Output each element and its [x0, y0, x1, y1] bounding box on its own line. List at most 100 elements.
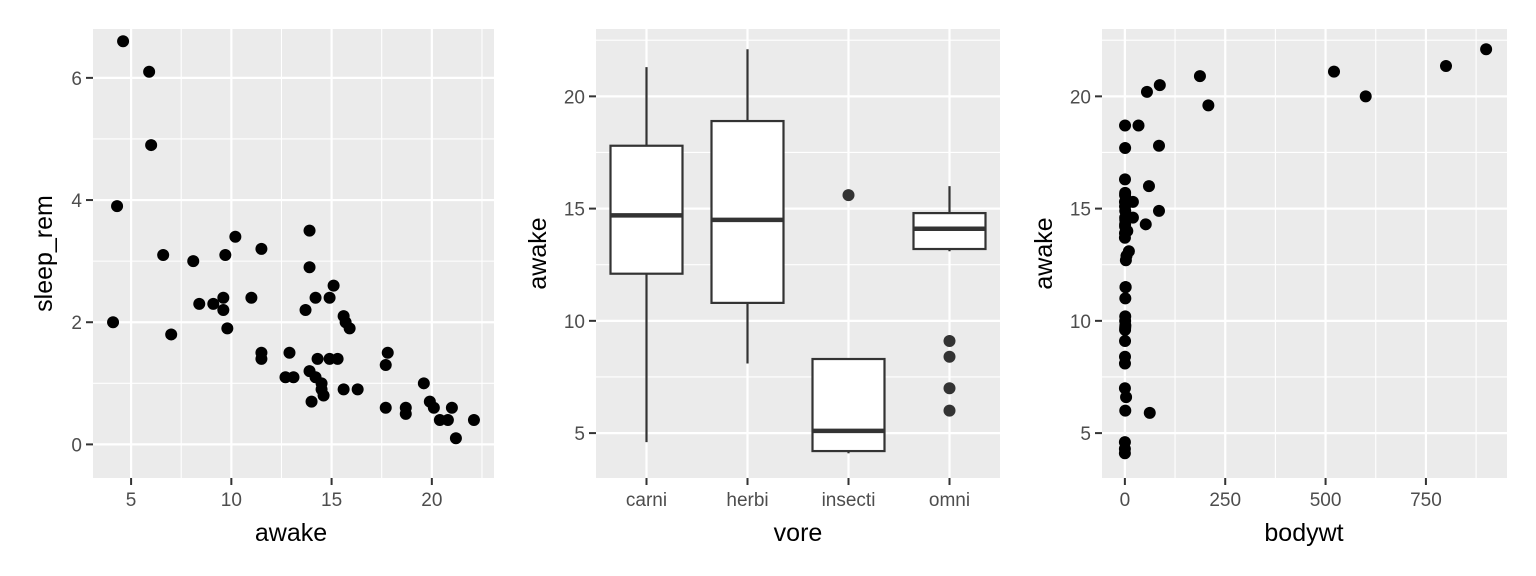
box-iqr: [710, 119, 785, 304]
y-axis-title: awake: [1030, 217, 1058, 289]
x-axis-title: vore: [774, 519, 823, 547]
data-point: [111, 200, 124, 213]
data-point: [445, 401, 458, 414]
data-point: [187, 255, 200, 268]
y-axis-title: awake: [524, 217, 552, 289]
data-point: [255, 242, 268, 255]
scatter-panel-bodywt-awake: 5 10 15 20 0 250 500 750 bodywt awake: [1030, 29, 1507, 547]
x-tick-label: insecti: [822, 490, 876, 511]
boxplot-panel-vore-awake: 5 10 15 20 carni herbi insecti omni vore awake: [524, 29, 1000, 547]
x-tick-label: 250: [1209, 490, 1241, 511]
data-point: [255, 352, 268, 365]
data-point: [1119, 119, 1132, 132]
data-point: [1193, 70, 1206, 83]
data-point: [303, 224, 316, 237]
y-tick-label: 4: [71, 191, 82, 212]
outlier-point: [943, 335, 956, 348]
x-tick-label: omni: [929, 490, 970, 511]
data-point: [207, 297, 220, 310]
x-tick-label: 750: [1410, 490, 1442, 511]
y-tick-label: 5: [574, 424, 585, 445]
data-point: [303, 261, 316, 274]
data-point: [351, 383, 364, 396]
data-point: [1143, 406, 1156, 419]
data-point: [305, 395, 318, 408]
x-axis-title: bodywt: [1264, 519, 1343, 547]
box-iqr: [609, 144, 684, 275]
data-point: [1439, 60, 1452, 73]
data-point: [327, 279, 340, 292]
panel-background: [1102, 29, 1507, 478]
data-point: [299, 304, 312, 317]
y-tick-label: 2: [71, 313, 82, 334]
data-point: [1118, 436, 1131, 449]
data-point: [381, 346, 394, 359]
data-point: [417, 377, 430, 390]
data-point: [143, 65, 156, 78]
data-point: [317, 389, 330, 402]
y-tick-label: 6: [71, 69, 82, 90]
data-point: [229, 230, 242, 243]
data-point: [1139, 218, 1152, 231]
data-point: [1118, 173, 1131, 186]
data-point: [217, 304, 230, 317]
x-tick-label: 15: [321, 490, 342, 511]
data-point: [449, 432, 462, 445]
data-point: [1152, 139, 1165, 152]
outlier-point: [943, 404, 956, 417]
y-axis-title: sleep_rem: [30, 195, 58, 312]
data-point: [1119, 186, 1132, 199]
x-tick-label: 20: [421, 490, 442, 511]
data-point: [1328, 65, 1341, 78]
data-point: [1142, 180, 1155, 193]
outlier-point: [943, 382, 956, 395]
data-point: [1359, 90, 1372, 103]
data-point: [165, 328, 178, 341]
data-point: [1202, 99, 1215, 112]
data-point: [1119, 335, 1132, 348]
data-point: [331, 352, 344, 365]
data-point: [1119, 404, 1132, 417]
data-point: [219, 249, 232, 262]
data-point: [1120, 391, 1133, 404]
x-tick-label: 5: [126, 490, 137, 511]
y-tick-label: 5: [1080, 424, 1091, 445]
x-tick-label: herbi: [726, 490, 768, 511]
data-point: [283, 346, 296, 359]
scatter-panel-awake-sleep-rem: 0 2 4 6 5 10 15 20 awake sleep_rem: [30, 29, 494, 547]
data-point: [1118, 350, 1131, 363]
data-point: [379, 401, 392, 414]
data-point: [1132, 119, 1145, 132]
data-point: [1119, 292, 1132, 305]
x-tick-label: 500: [1310, 490, 1342, 511]
data-point: [379, 358, 392, 371]
y-tick-label: 15: [1070, 200, 1091, 221]
x-tick-label: 0: [1120, 490, 1131, 511]
data-point: [221, 322, 234, 335]
data-point: [1140, 85, 1153, 98]
outlier-point: [943, 350, 956, 363]
data-point: [441, 413, 454, 426]
data-point: [399, 407, 412, 420]
data-point: [1119, 281, 1132, 294]
data-point: [1119, 310, 1132, 323]
y-tick-label: 10: [564, 312, 585, 333]
data-point: [1119, 141, 1132, 154]
x-tick-label: carni: [626, 490, 667, 511]
data-point: [323, 291, 336, 304]
x-tick-label: 10: [221, 490, 242, 511]
data-point: [117, 35, 130, 48]
data-point: [145, 139, 158, 152]
y-tick-label: 10: [1070, 312, 1091, 333]
data-point: [427, 401, 440, 414]
data-point: [1122, 245, 1135, 258]
data-point: [193, 297, 206, 310]
data-point: [309, 291, 322, 304]
data-point: [1480, 43, 1493, 56]
data-point: [1152, 204, 1165, 217]
data-point: [1118, 382, 1131, 395]
data-point: [157, 249, 170, 262]
data-point: [467, 413, 480, 426]
box-iqr: [811, 357, 886, 453]
data-point: [245, 291, 258, 304]
